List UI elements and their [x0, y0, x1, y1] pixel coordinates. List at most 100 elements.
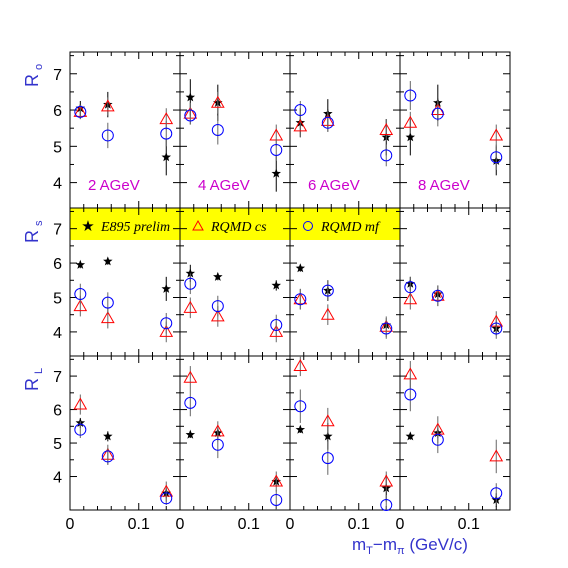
data-point-circle	[270, 319, 283, 332]
data-point-star	[185, 429, 196, 439]
panel-energy-label: 4 AGeV	[198, 177, 250, 194]
x-axis-label-mid: −m	[373, 535, 397, 554]
x-tick-label: 0	[286, 516, 295, 533]
x-tick-label: 0.1	[238, 516, 260, 533]
data-point-circle	[294, 293, 307, 306]
data-point-star	[213, 271, 223, 281]
data-point-triangle	[379, 474, 394, 487]
data-point-circle	[490, 151, 503, 164]
data-point-star	[185, 92, 196, 102]
y-tick-label: 6	[53, 256, 62, 273]
data-point-circle	[211, 300, 224, 313]
data-point-triangle	[320, 307, 335, 320]
row-axis-label-sub: L	[33, 368, 45, 374]
data-point-triangle	[403, 367, 418, 380]
data-point-circle	[160, 127, 173, 140]
data-point-triangle	[293, 119, 308, 132]
data-point-circle	[431, 289, 444, 302]
row-axis-label-main: R	[22, 74, 42, 87]
x-tick-label: 0	[176, 516, 185, 533]
data-point-triangle	[210, 309, 225, 322]
y-tick-label: 7	[53, 222, 62, 239]
x-tick-label: 0.1	[128, 516, 150, 533]
data-point-circle	[211, 438, 224, 451]
data-point-circle	[74, 105, 87, 118]
data-point-circle	[490, 487, 503, 500]
y-tick-label: 5	[53, 436, 62, 453]
data-point-circle	[380, 149, 393, 162]
data-point-star	[323, 431, 333, 441]
data-point-star	[103, 431, 113, 441]
data-point-circle	[380, 322, 393, 335]
legend-circle-marker	[303, 221, 313, 231]
data-point-triangle	[269, 128, 284, 141]
data-point-circle	[404, 388, 417, 401]
data-point-triangle	[269, 474, 284, 487]
data-point-circle	[160, 317, 173, 330]
data-point-circle	[321, 284, 334, 297]
data-point-circle	[74, 288, 87, 301]
panel-grid	[69, 51, 511, 511]
data-point-circle	[321, 116, 334, 129]
data-point-triangle	[293, 359, 308, 372]
data-point-triangle	[159, 324, 174, 337]
data-point-circle	[431, 107, 444, 120]
data-point-circle	[431, 433, 444, 446]
data-point-star	[271, 168, 282, 178]
x-axis-label-unit: (GeV/c)	[405, 535, 468, 554]
data-point-circle	[294, 104, 307, 117]
y-tick-label: 7	[53, 67, 62, 84]
data-point-circle	[380, 498, 393, 511]
row-axis-label: RL	[22, 368, 45, 391]
data-point-circle	[270, 143, 283, 156]
data-point-triangle	[183, 370, 198, 383]
y-tick-label: 6	[53, 103, 62, 120]
x-tick-label: 0	[66, 516, 75, 533]
data-point-star	[75, 259, 86, 269]
data-point-triangle	[320, 414, 335, 427]
panel-energy-label: 2 AGeV	[88, 177, 140, 194]
data-point-star	[271, 280, 282, 290]
data-point-circle	[160, 492, 173, 505]
x-tick-label: 0.1	[348, 516, 370, 533]
data-point-star	[295, 424, 306, 434]
legend-band	[70, 208, 400, 240]
data-point-circle	[74, 423, 87, 436]
x-axis-label-sub1: T	[366, 545, 373, 557]
data-point-triangle	[403, 115, 418, 128]
row-axis-label-main: R	[22, 378, 42, 391]
data-point-circle	[321, 452, 334, 465]
data-point-triangle	[73, 299, 88, 312]
data-point-circle	[490, 322, 503, 335]
data-point-circle	[101, 129, 114, 142]
x-axis-label-main: m	[352, 535, 366, 554]
data-points	[73, 79, 504, 511]
data-point-triangle	[269, 324, 284, 337]
panel-frame	[69, 355, 181, 511]
data-point-circle	[270, 493, 283, 506]
legend-star-marker: ★	[81, 217, 94, 235]
panel-frame	[399, 207, 511, 357]
data-point-triangle	[403, 292, 418, 305]
legend-label: RQMD mf	[320, 220, 381, 235]
data-point-star	[295, 263, 306, 273]
y-tick-label: 4	[53, 325, 62, 342]
data-point-circle	[101, 450, 114, 463]
x-tick-label: 0	[396, 516, 405, 533]
data-point-circle	[184, 109, 197, 122]
x-tick-label: 0.1	[458, 516, 480, 533]
y-tick-label: 6	[53, 403, 62, 420]
x-axis-label-sub2: π	[397, 545, 405, 557]
data-point-circle	[294, 400, 307, 413]
data-point-circle	[404, 281, 417, 294]
row-axis-label: Rs	[22, 220, 45, 243]
panel-frame	[179, 355, 291, 511]
data-point-star	[185, 268, 196, 278]
data-point-triangle	[489, 128, 504, 141]
row-axis-label-main: R	[22, 230, 42, 243]
panel-energy-label: 8 AGeV	[418, 177, 470, 194]
row-axis-label-sub: o	[33, 64, 45, 70]
data-point-circle	[404, 89, 417, 102]
